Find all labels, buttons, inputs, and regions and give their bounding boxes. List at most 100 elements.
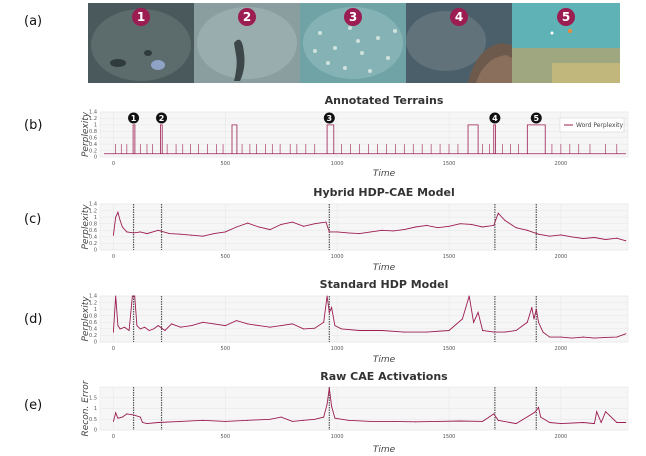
terrain-segment (231, 124, 238, 154)
data-point (336, 231, 338, 233)
legend-box (559, 117, 625, 133)
y-tick-label: 1 (94, 406, 97, 412)
chart-title: Hybrid HDP-CAE Model (313, 186, 454, 199)
x-tick-label: 1500 (443, 434, 456, 440)
terrain-photo-4: 4 (406, 3, 512, 83)
data-point (117, 325, 119, 327)
data-point (437, 227, 439, 229)
chart-title: Raw CAE Activations (320, 370, 448, 383)
x-tick-label: 1000 (331, 434, 344, 440)
panel-label-c: (c) (24, 212, 42, 227)
x-tick-label: 2000 (555, 161, 568, 167)
panel-label-b: (b) (24, 118, 43, 133)
data-point (448, 330, 450, 331)
data-point (605, 238, 607, 240)
terrain-number-label: 5 (533, 114, 539, 123)
terrain-photo-4-badge: 4 (450, 8, 468, 26)
data-point (381, 229, 383, 231)
data-point (213, 323, 215, 325)
x-tick-label: 500 (221, 434, 231, 440)
terrain-number-label: 4 (492, 114, 498, 123)
x-tick-label: 1000 (331, 346, 344, 352)
y-tick-label: 0.4 (89, 327, 97, 333)
data-point (359, 233, 361, 235)
data-point (235, 226, 237, 228)
data-point (504, 331, 506, 333)
terrain-number-marker (128, 112, 140, 124)
y-tick-label: 0.8 (89, 313, 97, 319)
data-point (370, 420, 372, 422)
data-point (247, 419, 249, 421)
data-point (139, 328, 141, 330)
data-point (482, 226, 484, 228)
data-point (258, 325, 260, 327)
data-point (403, 331, 405, 333)
data-point (323, 321, 325, 323)
x-tick-label: 0 (112, 254, 115, 260)
y-tick-label: 0.6 (89, 135, 97, 141)
data-point (549, 421, 551, 423)
data-point (134, 295, 136, 297)
terrain-number-marker (156, 112, 168, 124)
data-point (121, 226, 123, 228)
x-tick-label: 500 (221, 346, 231, 352)
x-tick-label: 1000 (331, 254, 344, 260)
data-point (328, 387, 330, 389)
data-point (128, 330, 130, 331)
data-point (148, 330, 150, 331)
terrain-photo-5: 5 (512, 3, 620, 83)
terrain-photo-1-badge: 1 (132, 8, 150, 26)
chart-2: 00.20.40.60.811.21.40 500 1000 1500 2000Hybr… (81, 186, 629, 273)
data-point (403, 229, 405, 231)
terrain-number-marker (323, 112, 335, 124)
data-point (180, 326, 182, 328)
x-tick-label: 1500 (443, 346, 456, 352)
data-point (146, 423, 148, 425)
data-point (549, 235, 551, 237)
y-tick-label: 0 (94, 248, 97, 254)
x-tick-label: 0 (112, 434, 115, 440)
data-point (119, 328, 121, 330)
data-point (461, 318, 463, 320)
data-point (616, 336, 618, 338)
plot-background (99, 203, 629, 251)
data-point (540, 416, 542, 418)
data-point (224, 420, 226, 422)
x-tick-label: 500 (221, 161, 231, 167)
data-point (126, 413, 128, 415)
y-tick-label: 1.2 (89, 300, 97, 306)
data-point (593, 237, 595, 239)
y-tick-label: 1 (94, 215, 97, 221)
x-tick-label: 1000 (331, 161, 344, 167)
y-tick-label: 0 (94, 155, 97, 161)
x-tick-label: 1500 (443, 254, 456, 260)
data-point (291, 323, 293, 325)
data-point (459, 223, 461, 225)
data-point (131, 295, 133, 297)
y-tick-label: 1.4 (89, 110, 97, 116)
terrain-segment (132, 124, 136, 154)
data-point (139, 416, 141, 418)
terrain-photo-2: 2 (194, 3, 300, 83)
data-point (202, 235, 204, 237)
data-point (314, 327, 316, 329)
data-point (258, 226, 260, 228)
data-point (538, 321, 540, 323)
y-axis-label: Recon. Error (81, 379, 91, 436)
data-point (392, 420, 394, 422)
data-point (437, 420, 439, 422)
data-point (157, 421, 159, 423)
y-tick-label: 0.2 (89, 333, 97, 339)
data-point (616, 237, 618, 239)
x-tick-label: 2000 (555, 254, 568, 260)
y-tick-label: 0.6 (89, 228, 97, 234)
data-point (202, 419, 204, 421)
data-point (370, 231, 372, 233)
data-point (414, 226, 416, 228)
terrain-segment (493, 124, 496, 154)
data-point (493, 331, 495, 333)
x-tick-label: 500 (221, 254, 231, 260)
data-point (314, 418, 316, 420)
data-point (448, 225, 450, 227)
data-point (224, 325, 226, 327)
